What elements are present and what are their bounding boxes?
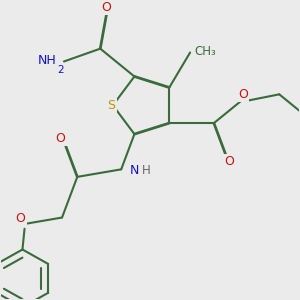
Text: O: O (56, 132, 66, 145)
Text: 2: 2 (57, 64, 64, 75)
Text: S: S (107, 99, 116, 112)
Text: N: N (130, 164, 140, 177)
Text: O: O (15, 212, 25, 225)
Text: O: O (101, 1, 111, 14)
Text: H: H (142, 164, 151, 177)
Text: O: O (224, 155, 234, 168)
Text: O: O (238, 88, 247, 101)
Text: CH₃: CH₃ (195, 45, 216, 58)
Text: NH: NH (38, 53, 56, 67)
